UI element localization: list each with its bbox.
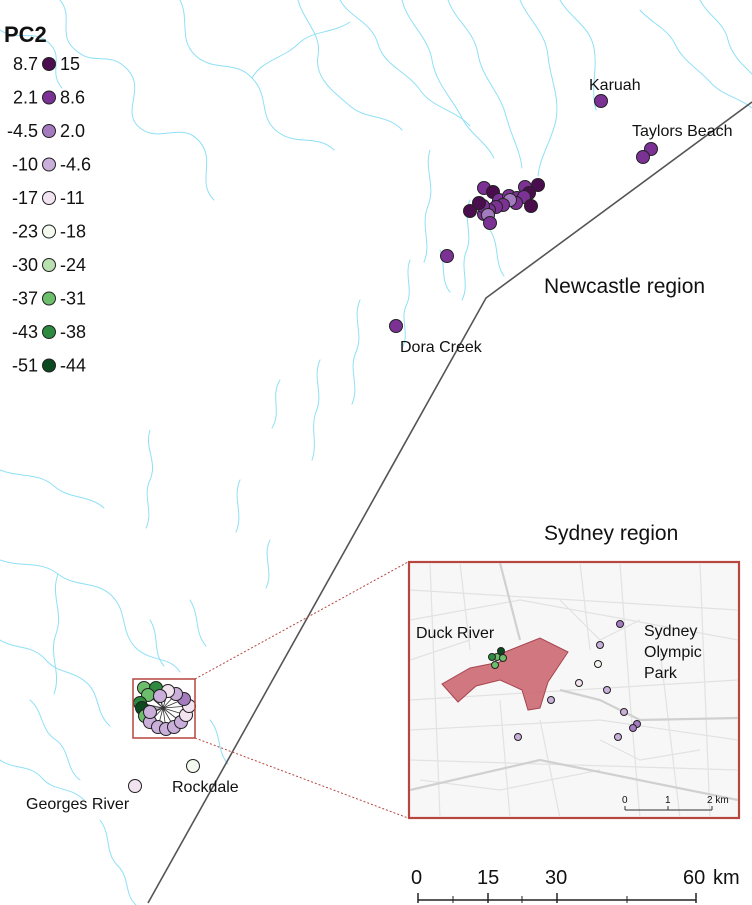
newcastle-site-point	[483, 216, 497, 230]
newcastle-sites	[389, 94, 658, 333]
legend-low-3: -10	[12, 155, 38, 175]
newcastle-site-point	[531, 178, 545, 192]
inset-locator-box	[132, 678, 196, 739]
inset-site-point	[629, 724, 637, 732]
inset-site-point	[603, 686, 611, 694]
sydney-sites	[128, 681, 200, 793]
inset-site-point	[575, 679, 583, 687]
legend-high-0: 15	[60, 54, 80, 74]
legend-low-0: 8.7	[13, 54, 38, 74]
legend-swatch-8	[42, 325, 56, 339]
scale-bar: 0 15 30 60 km	[411, 867, 740, 903]
legend-swatch-2	[42, 124, 56, 138]
highlight-area	[441, 637, 569, 711]
legend-swatch-6	[42, 258, 56, 272]
sydney-region-label: Sydney region	[544, 522, 678, 545]
inset-scale-1: 1	[665, 795, 671, 806]
legend-high-6: -24	[60, 255, 86, 275]
inset-connector-top	[194, 561, 409, 680]
georges-river-site-point	[128, 779, 142, 793]
legend-swatch-3	[42, 157, 56, 172]
legend-low-4: -17	[12, 188, 38, 208]
scale-tick-15: 15	[477, 867, 499, 889]
inset-streets	[410, 563, 738, 817]
legend-low-7: -37	[12, 289, 38, 309]
legend-swatch-4	[42, 191, 56, 205]
inset-site-point	[488, 653, 496, 661]
legend-high-5: -18	[60, 222, 86, 242]
inset-sites	[488, 620, 641, 741]
legend-high-3: -4.6	[60, 155, 91, 175]
legend-swatch-9	[42, 358, 56, 373]
sydney-site-point	[143, 705, 157, 719]
rockdale-label: Rockdale	[172, 779, 239, 796]
legend-high-1: 8.6	[60, 88, 85, 108]
inset-connector-bottom	[194, 737, 409, 819]
georges-river-label: Georges River	[26, 796, 130, 813]
legend: PC2 8.7 15 2.1 8.6 -4.5 2.0 -10 -4.6 -17 -11 -23 -1…	[4, 22, 91, 376]
legend-title: PC2	[4, 22, 47, 47]
newcastle-site-point	[440, 249, 454, 263]
inset-site-point	[547, 696, 555, 704]
inset-site-point	[514, 733, 522, 741]
legend-rows: 8.7 15 2.1 8.6 -4.5 2.0 -10 -4.6 -17 -11 -23 -18 -30…	[7, 54, 91, 376]
legend-swatch-7	[42, 291, 56, 306]
duck-river-label: Duck River	[416, 625, 495, 642]
newcastle-site-point	[472, 196, 486, 210]
inset-site-point	[614, 733, 622, 741]
taylors-beach-label: Taylors Beach	[632, 123, 733, 140]
legend-high-2: 2.0	[60, 121, 85, 141]
scale-tick-30: 30	[545, 867, 567, 889]
karuah-label: Karuah	[589, 77, 641, 94]
newcastle-site-point	[636, 150, 650, 164]
inset-scale-0: 0	[622, 795, 628, 806]
inset-site-point	[497, 647, 505, 655]
legend-low-1: 2.1	[13, 88, 38, 108]
sydney-site-point	[153, 689, 167, 703]
scale-unit: km	[713, 867, 740, 889]
inset-map: Duck River Sydney Olympic Park 0 1 2 km	[407, 560, 741, 820]
sydney-olympic-park-label-3: Park	[644, 665, 678, 682]
legend-low-6: -30	[12, 255, 38, 275]
legend-low-8: -43	[12, 322, 38, 342]
newcastle-site-point	[524, 199, 538, 213]
newcastle-region-label: Newcastle region	[544, 275, 705, 298]
legend-high-8: -38	[60, 322, 86, 342]
newcastle-site-point	[463, 204, 477, 218]
inset-site-point	[616, 620, 624, 628]
legend-low-5: -23	[12, 222, 38, 242]
sydney-olympic-park-label-1: Sydney	[644, 623, 697, 640]
newcastle-site-point	[389, 319, 403, 333]
inset-site-point	[499, 654, 507, 662]
inset-scale-2: 2 km	[707, 795, 729, 806]
legend-high-4: -11	[60, 188, 85, 208]
legend-swatch-0	[42, 57, 56, 71]
dora-creek-label: Dora Creek	[400, 339, 483, 356]
scale-tick-0: 0	[411, 867, 422, 889]
coastline	[147, 101, 752, 904]
legend-low-9: -51	[12, 356, 38, 376]
inset-site-point	[596, 641, 604, 649]
scale-tick-60: 60	[683, 867, 705, 889]
legend-low-2: -4.5	[7, 121, 38, 141]
legend-high-9: -44	[60, 356, 86, 376]
sydney-olympic-park-label-2: Olympic	[644, 644, 702, 661]
inset-site-point	[491, 661, 499, 669]
inset-site-point	[620, 708, 628, 716]
legend-swatch-1	[42, 90, 56, 105]
newcastle-site-point	[594, 94, 608, 108]
rockdale-site-point	[186, 759, 200, 773]
inset-scale-bar: 0 1 2 km	[622, 795, 729, 811]
legend-high-7: -31	[60, 289, 86, 309]
inset-site-point	[594, 660, 602, 668]
legend-swatch-5	[42, 224, 56, 239]
